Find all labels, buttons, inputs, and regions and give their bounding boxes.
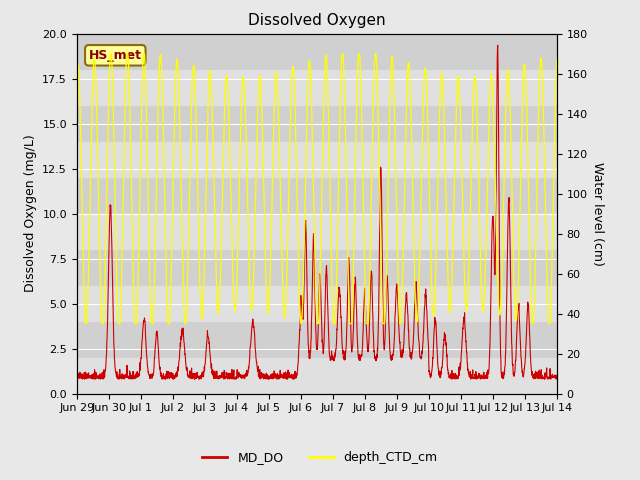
Bar bbox=[77, 250, 557, 286]
Legend: MD_DO, depth_CTD_cm: MD_DO, depth_CTD_cm bbox=[197, 446, 443, 469]
Y-axis label: Water level (cm): Water level (cm) bbox=[591, 162, 604, 265]
Y-axis label: Dissolved Oxygen (mg/L): Dissolved Oxygen (mg/L) bbox=[24, 135, 36, 292]
Bar bbox=[77, 142, 557, 178]
Bar bbox=[77, 70, 557, 106]
Bar bbox=[77, 34, 557, 70]
Title: Dissolved Oxygen: Dissolved Oxygen bbox=[248, 13, 386, 28]
Bar bbox=[77, 322, 557, 358]
Bar bbox=[77, 178, 557, 214]
Bar bbox=[77, 358, 557, 394]
Bar bbox=[77, 106, 557, 142]
Bar bbox=[77, 286, 557, 322]
Text: HS_met: HS_met bbox=[89, 49, 142, 62]
Bar bbox=[77, 214, 557, 250]
